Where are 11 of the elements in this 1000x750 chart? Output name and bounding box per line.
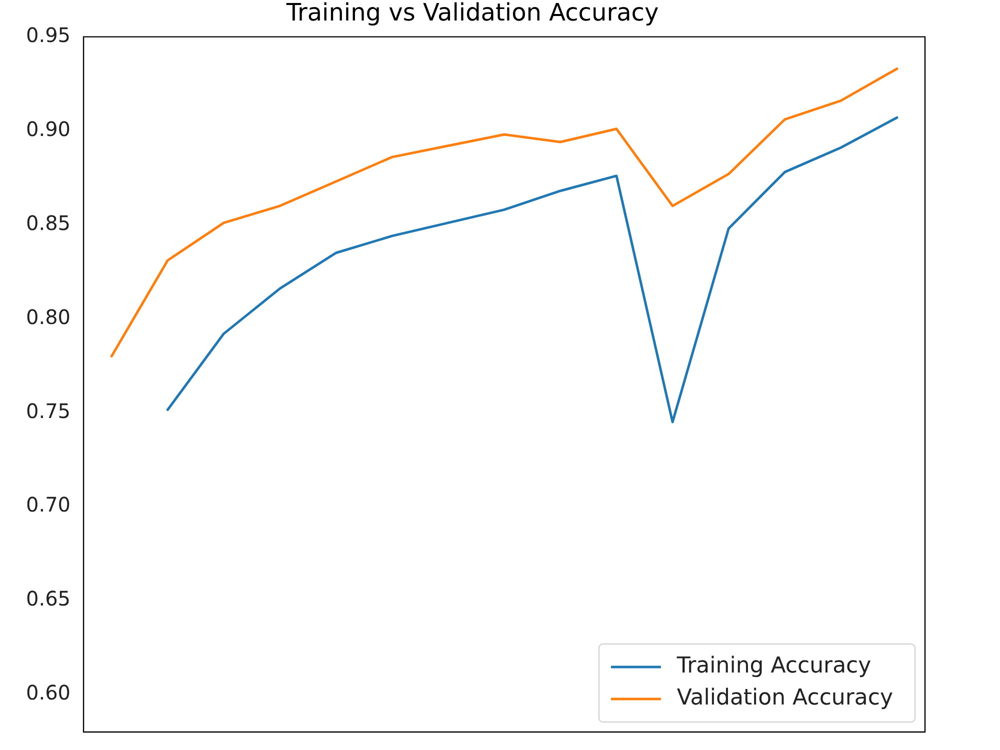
legend-label: Validation Accuracy: [676, 686, 894, 711]
y-tick-label: 0.90: [26, 116, 71, 141]
y-tick-label: 0.95: [26, 23, 71, 48]
y-tick-label: 0.65: [26, 586, 71, 611]
y-tick-label: 0.80: [26, 304, 71, 329]
legend-label: Training Accuracy: [676, 654, 872, 679]
y-tick-label: 0.60: [26, 680, 71, 705]
y-tick-label: 0.85: [26, 210, 71, 235]
y-tick-label: 0.70: [26, 492, 71, 517]
chart-title: Training vs Validation Accuracy: [285, 0, 659, 27]
y-tick-label: 0.75: [26, 398, 71, 423]
